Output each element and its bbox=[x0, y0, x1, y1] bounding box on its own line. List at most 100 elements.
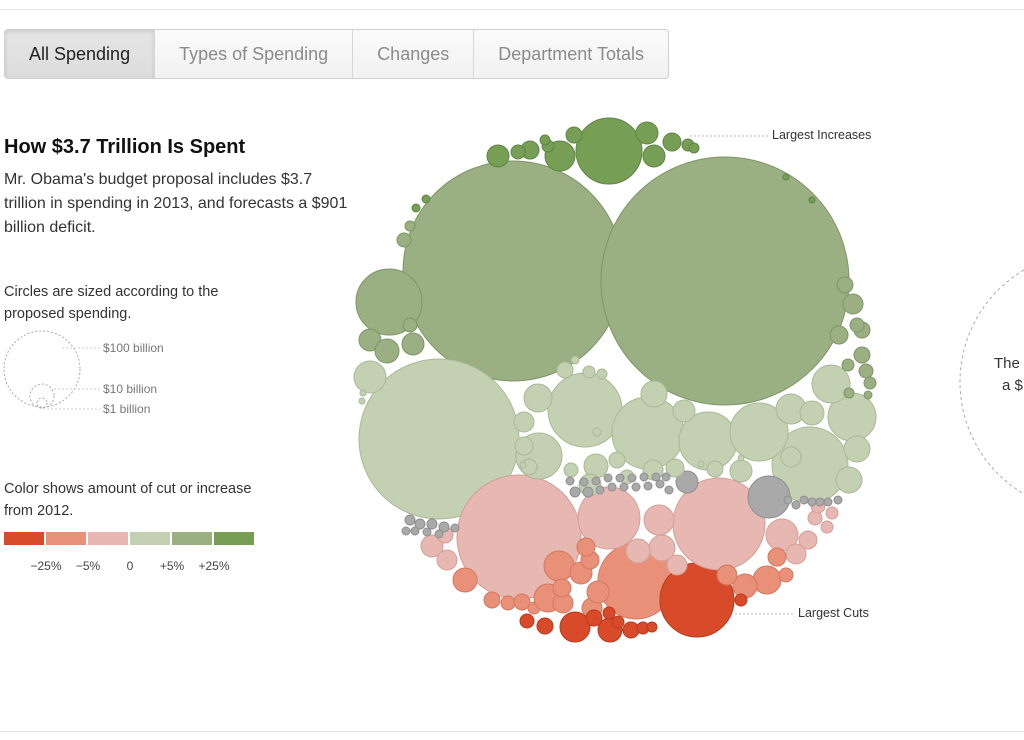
spending-bubble[interactable] bbox=[798, 530, 818, 550]
spending-bubble[interactable] bbox=[358, 397, 366, 405]
spending-bubble[interactable] bbox=[514, 436, 534, 456]
spending-bubble[interactable] bbox=[602, 606, 616, 620]
spending-bubble[interactable] bbox=[603, 473, 613, 483]
tab-all-spending[interactable]: All Spending bbox=[5, 30, 156, 78]
tab-types-of-spending[interactable]: Types of Spending bbox=[155, 30, 354, 78]
spending-bubble[interactable] bbox=[438, 521, 450, 533]
spending-bubble[interactable] bbox=[729, 402, 789, 462]
spending-bubble[interactable] bbox=[500, 595, 516, 611]
spending-bubble[interactable] bbox=[631, 482, 641, 492]
spending-bubble[interactable] bbox=[635, 121, 659, 145]
spending-bubble[interactable] bbox=[569, 486, 581, 498]
spending-bubble[interactable] bbox=[646, 621, 658, 633]
spending-bubble[interactable] bbox=[575, 117, 643, 185]
spending-bubble[interactable] bbox=[778, 567, 794, 583]
spending-bubble[interactable] bbox=[675, 470, 699, 494]
spending-bubble[interactable] bbox=[420, 534, 444, 558]
spending-bubble[interactable] bbox=[615, 473, 625, 483]
spending-bubble[interactable] bbox=[783, 495, 793, 505]
spending-bubble[interactable] bbox=[563, 462, 579, 478]
spending-bubble[interactable] bbox=[404, 514, 416, 526]
spending-bubble[interactable] bbox=[410, 526, 420, 536]
spending-bubble[interactable] bbox=[519, 461, 527, 469]
spending-bubble[interactable] bbox=[688, 142, 700, 154]
spending-bubble[interactable] bbox=[585, 609, 603, 627]
spending-bubble[interactable] bbox=[752, 565, 782, 595]
tab-department-totals[interactable]: Department Totals bbox=[498, 44, 644, 64]
spending-bubble[interactable] bbox=[556, 361, 574, 379]
spending-bubble[interactable] bbox=[596, 368, 608, 380]
spending-bubble[interactable] bbox=[639, 472, 649, 482]
spending-bubble[interactable] bbox=[662, 132, 682, 152]
spending-bubble[interactable] bbox=[642, 144, 666, 168]
spending-bubble[interactable] bbox=[404, 220, 416, 232]
spending-bubble[interactable] bbox=[450, 523, 460, 533]
spending-bubble[interactable] bbox=[863, 390, 873, 400]
spending-bubble[interactable] bbox=[665, 458, 685, 478]
spending-bubble[interactable] bbox=[622, 621, 640, 639]
spending-bubble[interactable] bbox=[640, 380, 668, 408]
spending-bubble[interactable] bbox=[595, 485, 605, 495]
spending-bubble[interactable] bbox=[570, 355, 580, 365]
spending-bubble[interactable] bbox=[608, 451, 626, 469]
spending-bubble[interactable] bbox=[510, 144, 526, 160]
spending-bubble[interactable] bbox=[833, 495, 843, 505]
spending-bubble[interactable] bbox=[791, 500, 801, 510]
spending-bubble[interactable] bbox=[401, 526, 411, 536]
spending-bubble[interactable] bbox=[737, 454, 745, 462]
tab-changes[interactable]: Changes bbox=[353, 30, 475, 78]
spending-bubble[interactable] bbox=[843, 435, 871, 463]
spending-bubble[interactable] bbox=[808, 196, 816, 204]
spending-bubble[interactable] bbox=[811, 364, 851, 404]
spending-bubble[interactable] bbox=[436, 549, 458, 571]
spending-bubble[interactable] bbox=[836, 276, 854, 294]
spending-bubble[interactable] bbox=[697, 460, 705, 468]
spending-bubble[interactable] bbox=[825, 506, 839, 520]
spending-bubble[interactable] bbox=[565, 126, 583, 144]
spending-bubble[interactable] bbox=[664, 485, 674, 495]
spending-bubble[interactable] bbox=[858, 363, 874, 379]
spending-bubble[interactable] bbox=[782, 173, 790, 181]
spending-bubble[interactable] bbox=[607, 482, 617, 492]
spending-bubble[interactable] bbox=[359, 389, 367, 397]
spending-bubble[interactable] bbox=[559, 611, 591, 643]
spending-bubble[interactable] bbox=[706, 460, 724, 478]
spending-bubble[interactable] bbox=[661, 472, 671, 482]
spending-bubble[interactable] bbox=[536, 617, 554, 635]
spending-bubble[interactable] bbox=[422, 527, 432, 537]
spending-bubble[interactable] bbox=[655, 479, 665, 489]
spending-bubble[interactable] bbox=[552, 578, 572, 598]
spending-bubble[interactable] bbox=[513, 411, 535, 433]
spending-bubble[interactable] bbox=[823, 497, 833, 507]
spending-bubble[interactable] bbox=[513, 593, 531, 611]
spending-bubble[interactable] bbox=[486, 144, 510, 168]
spending-bubble[interactable] bbox=[565, 476, 575, 486]
spending-bubble[interactable] bbox=[853, 346, 871, 364]
spending-bubble[interactable] bbox=[355, 268, 423, 336]
spending-bubble[interactable] bbox=[729, 459, 753, 483]
spending-bubble[interactable] bbox=[747, 475, 791, 519]
spending-bubble[interactable] bbox=[651, 472, 661, 482]
spending-bubble[interactable] bbox=[434, 529, 444, 539]
spending-bubble[interactable] bbox=[820, 520, 834, 534]
spending-bubble[interactable] bbox=[799, 400, 825, 426]
spending-bubble[interactable] bbox=[829, 325, 849, 345]
spending-bubble[interactable] bbox=[576, 537, 596, 557]
spending-bubble[interactable] bbox=[411, 203, 421, 213]
spending-bubble[interactable] bbox=[547, 372, 623, 448]
spending-bubble[interactable] bbox=[426, 518, 438, 530]
spending-bubble[interactable] bbox=[483, 591, 501, 609]
spending-bubble[interactable] bbox=[815, 497, 825, 507]
spending-bubble[interactable] bbox=[519, 613, 535, 629]
spending-bubble[interactable] bbox=[582, 365, 596, 379]
spending-bubble[interactable] bbox=[358, 328, 382, 352]
spending-bubble[interactable] bbox=[582, 486, 594, 498]
spending-bubble[interactable] bbox=[579, 477, 589, 487]
spending-bubble[interactable] bbox=[402, 160, 624, 382]
spending-bubble[interactable] bbox=[716, 564, 738, 586]
spending-bubble[interactable] bbox=[414, 518, 426, 530]
spending-bubble[interactable] bbox=[835, 466, 863, 494]
spending-bubble[interactable] bbox=[402, 317, 418, 333]
spending-bubble[interactable] bbox=[619, 482, 629, 492]
spending-bubble[interactable] bbox=[611, 615, 625, 629]
